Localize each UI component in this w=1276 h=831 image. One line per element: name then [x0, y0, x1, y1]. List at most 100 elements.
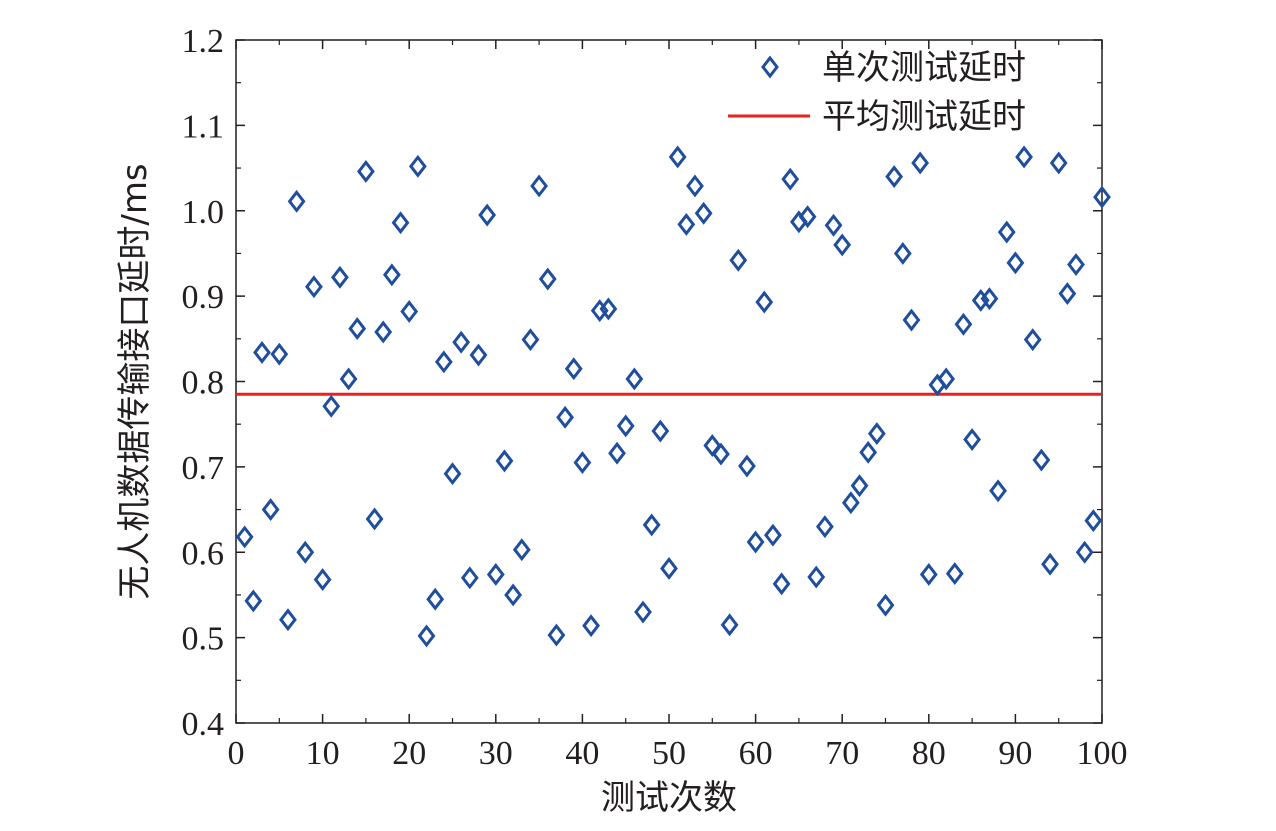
data-point: [668, 145, 687, 169]
data-point: [348, 317, 367, 341]
data-point: [945, 562, 964, 586]
data-point: [313, 568, 332, 592]
x-tick-label: 40: [565, 735, 599, 772]
x-axis-title: 测试次数: [601, 778, 737, 818]
data-point: [1023, 328, 1042, 352]
data-point: [426, 587, 445, 611]
y-tick-label: 0.9: [182, 279, 225, 316]
data-point: [1006, 251, 1025, 275]
data-point: [798, 205, 817, 229]
y-tick-label: 1.0: [182, 194, 225, 231]
data-point: [1075, 540, 1094, 564]
data-point: [937, 367, 956, 391]
data-point: [616, 414, 635, 438]
legend-marker-single-test: [761, 55, 779, 79]
data-point: [331, 265, 349, 289]
data-point: [686, 174, 704, 198]
data-point: [270, 342, 289, 366]
data-point: [919, 563, 938, 586]
data-point: [815, 515, 834, 539]
data-point: [954, 312, 973, 336]
data-point: [911, 151, 930, 175]
y-tick-label: 0.6: [182, 535, 225, 572]
data-point: [997, 220, 1016, 244]
data-point: [625, 367, 644, 391]
y-tick-label: 0.5: [182, 621, 225, 658]
data-point: [738, 454, 756, 478]
data-point: [1067, 253, 1085, 276]
legend-label-average: 平均测试延时: [822, 97, 1026, 137]
data-point: [694, 201, 713, 225]
data-point: [755, 290, 774, 314]
data-point: [495, 449, 514, 473]
data-point: [963, 428, 982, 451]
data-point: [434, 350, 453, 374]
data-point: [980, 287, 999, 311]
data-point: [746, 530, 765, 554]
y-tick-label: 1.1: [182, 108, 225, 145]
y-axis-title: 无人机数据传输接口延时/ms: [115, 163, 155, 599]
data-point: [841, 491, 860, 515]
x-tick-label: 70: [825, 735, 859, 772]
data-point: [1041, 552, 1059, 576]
data-point: [452, 330, 471, 354]
y-tick-label: 0.4: [182, 706, 225, 743]
x-tick-label: 90: [998, 735, 1032, 772]
y-tick-label: 0.8: [182, 365, 225, 402]
data-point: [573, 451, 592, 475]
data-point: [781, 167, 800, 191]
x-tick-label: 50: [652, 735, 686, 772]
data-point: [365, 507, 384, 531]
data-point: [971, 288, 990, 312]
data-point: [521, 328, 540, 352]
data-point: [417, 624, 436, 648]
data-point: [504, 583, 523, 607]
data-point: [764, 523, 782, 547]
data-point: [807, 565, 826, 589]
data-point: [322, 394, 341, 418]
data-point: [608, 441, 626, 465]
data-point: [867, 422, 886, 446]
data-point: [469, 343, 488, 367]
data-point: [287, 189, 306, 213]
plot-frame: [235, 39, 1103, 724]
data-point: [876, 593, 895, 617]
data-point: [235, 525, 254, 549]
data-point: [564, 357, 583, 381]
data-point: [279, 608, 297, 632]
y-tick-label: 1.2: [182, 23, 225, 60]
data-point: [253, 341, 271, 364]
data-point: [1032, 448, 1051, 472]
data-point: [1058, 282, 1077, 306]
data-point: [296, 540, 315, 564]
data-point: [824, 213, 843, 237]
data-point: [729, 248, 748, 272]
plot-area: 0 10 20 30 40 50 60 70 80 90 100 0.4 0.5 0.6 0.7 0.8 0.9…: [182, 23, 1128, 772]
data-point: [590, 299, 609, 323]
legend-label-single-test: 单次测试延时: [822, 48, 1026, 88]
data-point: [989, 479, 1007, 503]
data-point: [712, 442, 730, 466]
data-point: [512, 538, 531, 562]
data-point: [599, 297, 618, 321]
data-point: [902, 308, 921, 332]
data-point: [833, 233, 852, 257]
data-point: [1015, 145, 1033, 169]
x-tick-label: 10: [306, 735, 340, 772]
data-point: [339, 367, 358, 391]
data-point: [720, 613, 739, 637]
x-tick-label: 20: [392, 735, 426, 772]
data-point: [1049, 151, 1068, 175]
data-point: [305, 275, 323, 299]
data-point: [642, 513, 661, 537]
data-point: [486, 563, 505, 586]
data-point: [244, 589, 263, 613]
x-tick-label: 0: [228, 735, 245, 772]
data-point: [634, 600, 652, 624]
y-tick-label: 0.7: [182, 450, 225, 487]
data-point: [538, 267, 557, 291]
data-point: [556, 405, 574, 429]
data-point: [651, 419, 670, 443]
